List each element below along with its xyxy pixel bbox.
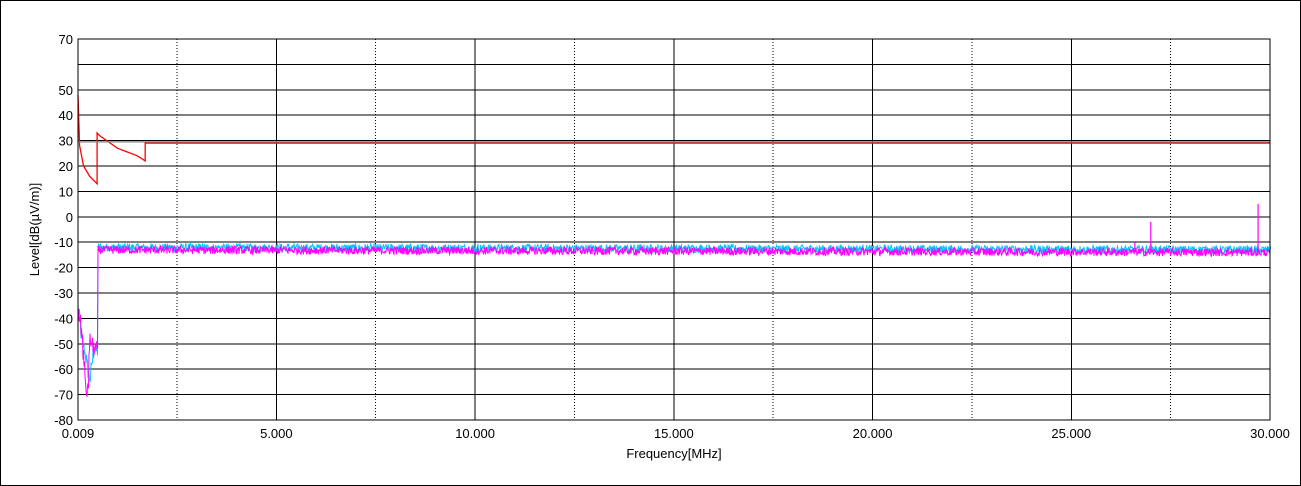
y-tick-label: -80 <box>54 413 73 428</box>
plot-border <box>77 38 1271 421</box>
series-line <box>77 94 1270 186</box>
y-tick-label: 40 <box>59 108 73 123</box>
y-tick-label: -10 <box>54 235 73 250</box>
x-tick-label: 20.000 <box>853 426 893 441</box>
x-tick-label: 10.000 <box>455 426 495 441</box>
series-layer <box>77 94 1271 397</box>
x-tick-label: 25.000 <box>1051 426 1091 441</box>
x-axis-label: Frequency[MHz] <box>626 446 721 461</box>
grid <box>78 38 1270 421</box>
y-tick-label: 10 <box>59 184 73 199</box>
y-tick-label: -60 <box>54 362 73 377</box>
y-axis-label: Level[dB(µV/m)] <box>27 183 42 276</box>
series-line <box>77 244 1271 397</box>
y-tick-label: 70 <box>59 32 73 47</box>
y-tick-label: -50 <box>54 337 73 352</box>
y-tick-label: -70 <box>54 388 73 403</box>
y-tick-label: -30 <box>54 286 73 301</box>
y-tick-label: 20 <box>59 159 73 174</box>
tick-labels: 70 50 40 30 20 10 0 -10 -20 -30 -40 -50 -60 -70 -800.0… <box>54 32 1290 441</box>
x-tick-label: 15.000 <box>654 426 694 441</box>
y-tick-label: -20 <box>54 261 73 276</box>
x-tick-label: 30.000 <box>1250 426 1290 441</box>
y-tick-label: 30 <box>59 134 73 149</box>
y-tick-label: -40 <box>54 311 73 326</box>
x-tick-label: 0.009 <box>62 426 95 441</box>
x-tick-label: 5.000 <box>260 426 293 441</box>
y-tick-label: 50 <box>59 83 73 98</box>
y-tick-label: 0 <box>66 210 73 225</box>
